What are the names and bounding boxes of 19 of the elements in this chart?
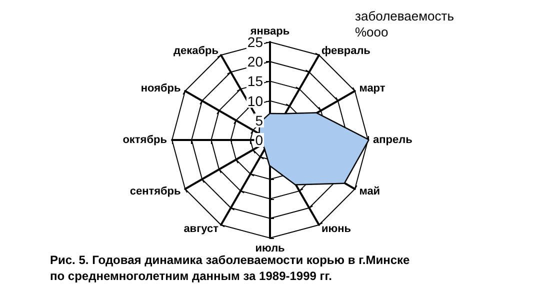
spoke-label: февраль	[322, 44, 371, 57]
y-tick-label: 20	[247, 54, 264, 70]
spoke-label: октябрь	[122, 134, 168, 146]
y-tick-label: 15	[247, 73, 264, 90]
spoke-label: декабрь	[174, 44, 219, 57]
text: Рис. 5. Годовая динамика заболеваемости корью в г.Минске по среднемноголетним данным за 1989-1999 гг.	[50, 253, 410, 283]
spoke-label: сентябрь	[130, 186, 182, 198]
spoke-label: август	[184, 223, 220, 236]
spoke-label: апрель	[373, 134, 413, 146]
y-tick-label: 25	[247, 34, 264, 50]
y-tick-label: 5	[255, 112, 264, 128]
spoke-label: июнь	[322, 223, 352, 236]
spoke-label: март	[359, 82, 386, 94]
spoke-label: май	[359, 186, 380, 198]
y-tick-label: 0	[255, 132, 264, 148]
y-tick-label: 10	[247, 92, 264, 109]
text: заболеваемость %ooo	[355, 8, 454, 40]
spoke-label: ноябрь	[140, 82, 182, 94]
spoke-label: июль	[255, 242, 286, 254]
